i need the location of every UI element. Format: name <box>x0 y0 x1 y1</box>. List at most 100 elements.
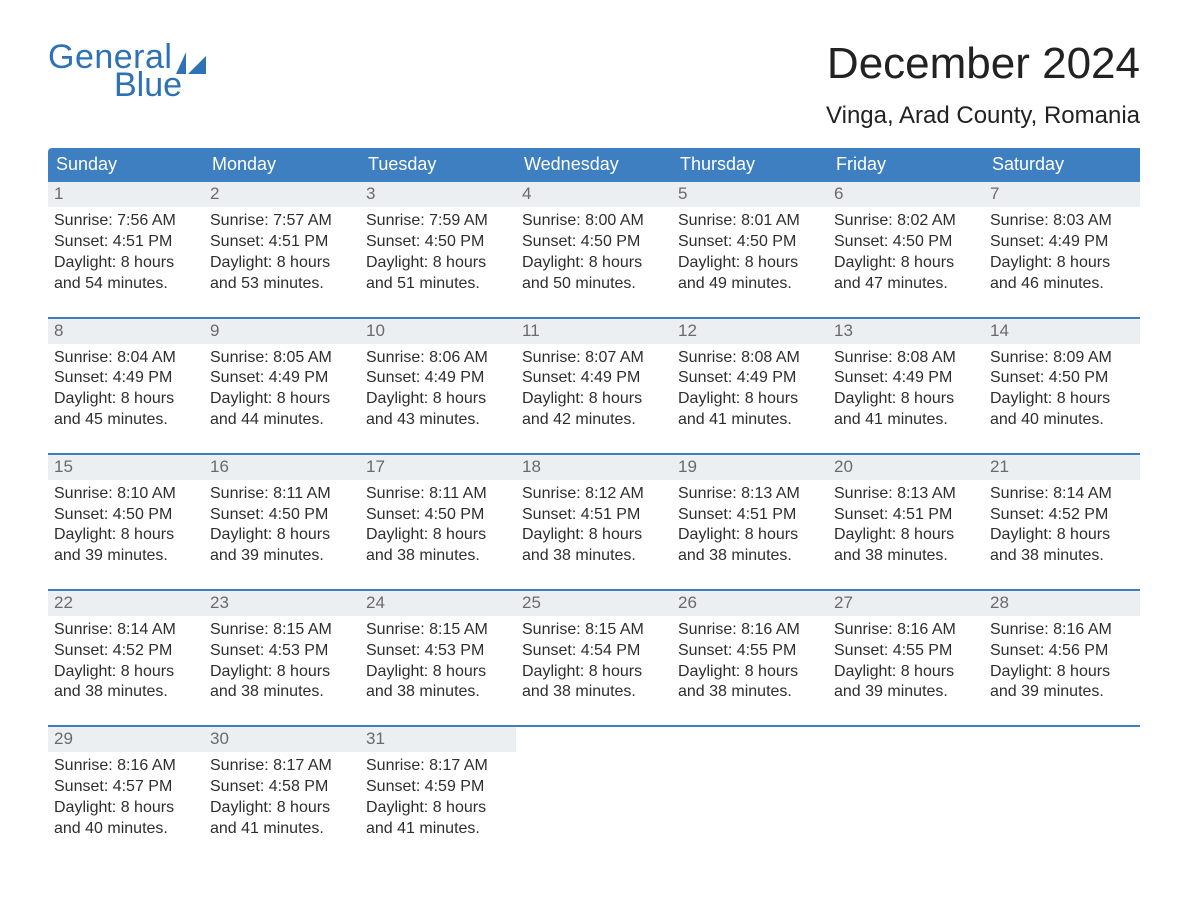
day-number: 31 <box>360 727 516 752</box>
sunrise-line: Sunrise: 8:16 AM <box>834 620 978 641</box>
day-number: 18 <box>516 455 672 480</box>
sunset-line: Sunset: 4:50 PM <box>366 505 510 526</box>
sunset-line: Sunset: 4:51 PM <box>678 505 822 526</box>
sunset-line: Sunset: 4:50 PM <box>522 232 666 253</box>
sunset-line: Sunset: 4:59 PM <box>366 777 510 798</box>
day-body: Sunrise: 8:17 AMSunset: 4:58 PMDaylight:… <box>204 752 360 839</box>
day-number: 14 <box>984 319 1140 344</box>
daylight-line: Daylight: 8 hoursand 38 minutes. <box>834 525 978 567</box>
daylight-line: Daylight: 8 hoursand 38 minutes. <box>990 525 1134 567</box>
sunrise-line: Sunrise: 8:16 AM <box>990 620 1134 641</box>
calendar-cell <box>516 725 672 861</box>
daylight-line: Daylight: 8 hoursand 41 minutes. <box>210 798 354 840</box>
daylight-line: Daylight: 8 hoursand 51 minutes. <box>366 253 510 295</box>
day-body: Sunrise: 8:10 AMSunset: 4:50 PMDaylight:… <box>48 480 204 567</box>
day-body: Sunrise: 8:02 AMSunset: 4:50 PMDaylight:… <box>828 207 984 294</box>
brand-word-2: Blue <box>114 68 206 102</box>
day-body: Sunrise: 8:16 AMSunset: 4:57 PMDaylight:… <box>48 752 204 839</box>
calendar-cell: 9Sunrise: 8:05 AMSunset: 4:49 PMDaylight… <box>204 317 360 453</box>
sunset-line: Sunset: 4:50 PM <box>366 232 510 253</box>
sunset-line: Sunset: 4:52 PM <box>54 641 198 662</box>
calendar-cell: 24Sunrise: 8:15 AMSunset: 4:53 PMDayligh… <box>360 589 516 725</box>
calendar-cell: 22Sunrise: 8:14 AMSunset: 4:52 PMDayligh… <box>48 589 204 725</box>
calendar-cell: 10Sunrise: 8:06 AMSunset: 4:49 PMDayligh… <box>360 317 516 453</box>
header: General Blue December 2024 Vinga, Arad C… <box>48 40 1140 130</box>
day-number: 5 <box>672 182 828 207</box>
day-body: Sunrise: 8:07 AMSunset: 4:49 PMDaylight:… <box>516 344 672 431</box>
daylight-line: Daylight: 8 hoursand 50 minutes. <box>522 253 666 295</box>
sunrise-line: Sunrise: 8:01 AM <box>678 211 822 232</box>
daylight-line: Daylight: 8 hoursand 47 minutes. <box>834 253 978 295</box>
sunrise-line: Sunrise: 8:09 AM <box>990 348 1134 369</box>
calendar-cell: 23Sunrise: 8:15 AMSunset: 4:53 PMDayligh… <box>204 589 360 725</box>
day-number: 21 <box>984 455 1140 480</box>
day-number: 4 <box>516 182 672 207</box>
daylight-line: Daylight: 8 hoursand 54 minutes. <box>54 253 198 295</box>
daylight-line: Daylight: 8 hoursand 38 minutes. <box>210 662 354 704</box>
sunrise-line: Sunrise: 8:17 AM <box>366 756 510 777</box>
daylight-line: Daylight: 8 hoursand 38 minutes. <box>678 525 822 567</box>
sunrise-line: Sunrise: 8:15 AM <box>210 620 354 641</box>
daylight-line: Daylight: 8 hoursand 40 minutes. <box>990 389 1134 431</box>
calendar-cell: 13Sunrise: 8:08 AMSunset: 4:49 PMDayligh… <box>828 317 984 453</box>
sunset-line: Sunset: 4:53 PM <box>366 641 510 662</box>
day-body: Sunrise: 8:15 AMSunset: 4:53 PMDaylight:… <box>360 616 516 703</box>
daylight-line: Daylight: 8 hoursand 42 minutes. <box>522 389 666 431</box>
sunset-line: Sunset: 4:54 PM <box>522 641 666 662</box>
day-number: 13 <box>828 319 984 344</box>
calendar-cell: 15Sunrise: 8:10 AMSunset: 4:50 PMDayligh… <box>48 453 204 589</box>
sunset-line: Sunset: 4:51 PM <box>54 232 198 253</box>
calendar-cell: 5Sunrise: 8:01 AMSunset: 4:50 PMDaylight… <box>672 182 828 316</box>
day-body: Sunrise: 8:11 AMSunset: 4:50 PMDaylight:… <box>204 480 360 567</box>
daylight-line: Daylight: 8 hoursand 43 minutes. <box>366 389 510 431</box>
sunrise-line: Sunrise: 8:15 AM <box>366 620 510 641</box>
sunrise-line: Sunrise: 8:04 AM <box>54 348 198 369</box>
daylight-line: Daylight: 8 hoursand 41 minutes. <box>834 389 978 431</box>
sunset-line: Sunset: 4:49 PM <box>522 368 666 389</box>
day-body: Sunrise: 7:56 AMSunset: 4:51 PMDaylight:… <box>48 207 204 294</box>
sunrise-line: Sunrise: 8:03 AM <box>990 211 1134 232</box>
day-number: 7 <box>984 182 1140 207</box>
sunrise-line: Sunrise: 7:56 AM <box>54 211 198 232</box>
title-block: December 2024 Vinga, Arad County, Romani… <box>826 40 1140 130</box>
dow-header: Friday <box>828 148 984 182</box>
calendar-grid: SundayMondayTuesdayWednesdayThursdayFrid… <box>48 148 1140 861</box>
calendar-cell: 26Sunrise: 8:16 AMSunset: 4:55 PMDayligh… <box>672 589 828 725</box>
sunrise-line: Sunrise: 8:15 AM <box>522 620 666 641</box>
dow-header: Thursday <box>672 148 828 182</box>
calendar-cell: 2Sunrise: 7:57 AMSunset: 4:51 PMDaylight… <box>204 182 360 316</box>
day-body: Sunrise: 8:01 AMSunset: 4:50 PMDaylight:… <box>672 207 828 294</box>
day-body: Sunrise: 8:15 AMSunset: 4:54 PMDaylight:… <box>516 616 672 703</box>
day-number: 28 <box>984 591 1140 616</box>
calendar-cell: 4Sunrise: 8:00 AMSunset: 4:50 PMDaylight… <box>516 182 672 316</box>
day-body: Sunrise: 8:08 AMSunset: 4:49 PMDaylight:… <box>672 344 828 431</box>
day-body: Sunrise: 8:04 AMSunset: 4:49 PMDaylight:… <box>48 344 204 431</box>
calendar-cell: 30Sunrise: 8:17 AMSunset: 4:58 PMDayligh… <box>204 725 360 861</box>
calendar-cell: 21Sunrise: 8:14 AMSunset: 4:52 PMDayligh… <box>984 453 1140 589</box>
sunrise-line: Sunrise: 8:14 AM <box>990 484 1134 505</box>
daylight-line: Daylight: 8 hoursand 39 minutes. <box>54 525 198 567</box>
day-body: Sunrise: 8:12 AMSunset: 4:51 PMDaylight:… <box>516 480 672 567</box>
sunrise-line: Sunrise: 8:16 AM <box>54 756 198 777</box>
day-number: 6 <box>828 182 984 207</box>
day-number: 8 <box>48 319 204 344</box>
sunset-line: Sunset: 4:53 PM <box>210 641 354 662</box>
calendar-cell <box>984 725 1140 861</box>
brand-logo: General Blue <box>48 40 206 102</box>
dow-header: Tuesday <box>360 148 516 182</box>
sunset-line: Sunset: 4:55 PM <box>834 641 978 662</box>
day-number: 12 <box>672 319 828 344</box>
day-body: Sunrise: 8:05 AMSunset: 4:49 PMDaylight:… <box>204 344 360 431</box>
day-number: 17 <box>360 455 516 480</box>
day-body: Sunrise: 7:59 AMSunset: 4:50 PMDaylight:… <box>360 207 516 294</box>
daylight-line: Daylight: 8 hoursand 38 minutes. <box>366 525 510 567</box>
day-number: 11 <box>516 319 672 344</box>
sunset-line: Sunset: 4:49 PM <box>210 368 354 389</box>
sunset-line: Sunset: 4:51 PM <box>834 505 978 526</box>
calendar-cell: 3Sunrise: 7:59 AMSunset: 4:50 PMDaylight… <box>360 182 516 316</box>
calendar-cell: 18Sunrise: 8:12 AMSunset: 4:51 PMDayligh… <box>516 453 672 589</box>
day-number: 1 <box>48 182 204 207</box>
dow-header: Monday <box>204 148 360 182</box>
day-number: 15 <box>48 455 204 480</box>
calendar-cell <box>828 725 984 861</box>
